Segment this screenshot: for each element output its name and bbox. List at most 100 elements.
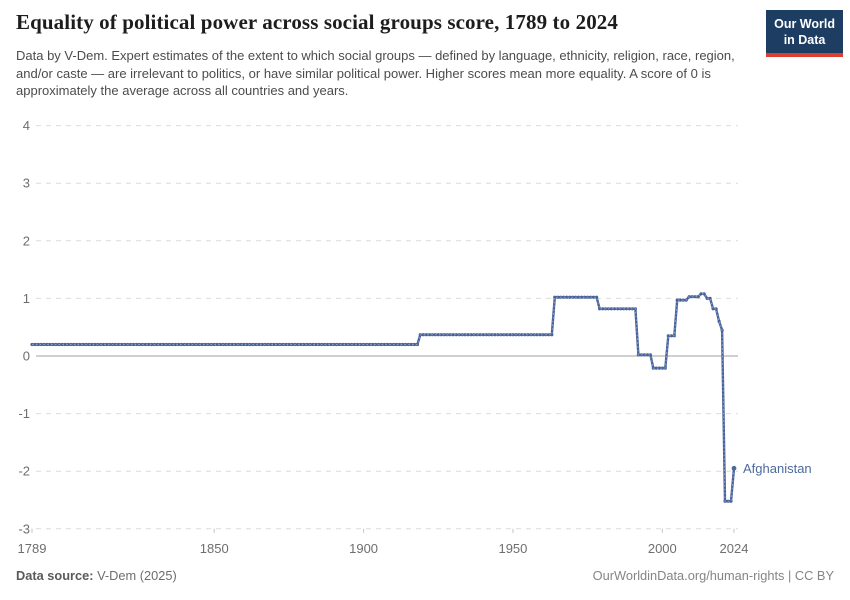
data-point (185, 342, 189, 347)
data-point (693, 295, 697, 299)
data-point (577, 295, 581, 299)
data-point (260, 342, 264, 347)
chart-canvas[interactable]: 4 3 2 1 0 -1 -2 -3 1789 1850 1900 1950 2000 2024 Afgha… (0, 0, 850, 560)
data-point (696, 295, 700, 299)
data-point (562, 295, 566, 299)
data-point (248, 342, 252, 347)
data-point (627, 307, 632, 311)
data-point (376, 342, 381, 347)
data-point (158, 342, 163, 347)
data-point (621, 307, 626, 311)
y-axis-label: 3 (23, 176, 30, 191)
data-point (702, 292, 706, 296)
data-point (63, 342, 67, 347)
data-point (87, 342, 91, 347)
data-point (711, 307, 715, 311)
data-point (36, 342, 40, 347)
data-point (350, 342, 354, 347)
data-point (353, 342, 357, 347)
data-point (75, 342, 79, 347)
data-point (598, 307, 602, 311)
data-point (469, 333, 473, 337)
data-point (368, 342, 372, 347)
data-point (481, 333, 485, 337)
data-point (230, 342, 234, 347)
x-axis-label: 1850 (200, 541, 229, 556)
data-point (272, 342, 276, 347)
data-point (69, 342, 73, 347)
owid-logo[interactable]: Our World in Data (766, 10, 843, 57)
data-point (618, 307, 623, 311)
owid-logo-line2: in Data (783, 33, 826, 48)
data-point (108, 342, 112, 347)
data-point (179, 342, 183, 347)
data-point (421, 333, 425, 337)
data-point (317, 342, 321, 347)
entity-end-label[interactable]: Afghanistan (743, 461, 812, 476)
data-point (33, 342, 37, 347)
data-point (397, 342, 401, 347)
data-point (466, 333, 470, 337)
data-point (550, 333, 554, 337)
data-point (126, 342, 130, 347)
data-point (203, 342, 207, 347)
data-point (356, 342, 360, 347)
data-point (391, 342, 396, 347)
data-point (427, 333, 431, 337)
owid-logo-line1: Our World (774, 17, 835, 31)
data-point (105, 342, 109, 347)
data-point (293, 342, 297, 347)
y-axis-label: 4 (23, 118, 30, 133)
data-point (502, 333, 506, 337)
data-point (114, 342, 118, 347)
data-point (657, 366, 661, 370)
data-point (191, 342, 195, 347)
data-point (344, 342, 348, 347)
data-point (705, 296, 709, 300)
data-point (436, 333, 440, 337)
data-point (439, 333, 443, 337)
data-point (403, 342, 407, 347)
data-line[interactable] (32, 292, 736, 503)
data-point (51, 342, 55, 347)
data-point (278, 342, 282, 347)
data-point (529, 333, 533, 337)
data-point (642, 353, 647, 357)
data-point (137, 342, 142, 347)
data-point (176, 342, 180, 347)
credit-link[interactable]: OurWorldinData.org/human-rights | CC BY (592, 568, 834, 583)
y-axis-label: -2 (18, 464, 30, 479)
data-point (335, 342, 339, 347)
data-point (239, 342, 243, 347)
data-point (373, 342, 378, 347)
data-point (209, 342, 213, 347)
data-point (505, 333, 509, 337)
data-point (508, 333, 512, 337)
data-point (415, 342, 419, 347)
data-point (493, 333, 497, 337)
data-point (526, 333, 530, 337)
data-point (520, 333, 524, 337)
data-point (120, 342, 124, 347)
data-point (365, 342, 369, 347)
data-point (448, 333, 452, 337)
y-axis-label: 2 (23, 233, 30, 248)
y-axis-label: 0 (23, 349, 30, 364)
data-point (517, 333, 521, 337)
data-point (714, 307, 718, 311)
data-point (681, 298, 685, 302)
data-point (382, 342, 387, 347)
data-point (149, 342, 154, 347)
data-point (323, 342, 327, 347)
chart-footer: Data source: V-Dem (2025) OurWorldinData… (16, 568, 834, 583)
data-point (129, 342, 133, 347)
data-point (651, 366, 655, 370)
data-point (463, 333, 467, 337)
data-point (302, 342, 306, 347)
data-point (221, 342, 225, 347)
data-point (93, 342, 97, 347)
data-point (284, 342, 288, 347)
data-point (472, 333, 476, 337)
data-point (574, 295, 578, 299)
data-point (487, 333, 491, 337)
